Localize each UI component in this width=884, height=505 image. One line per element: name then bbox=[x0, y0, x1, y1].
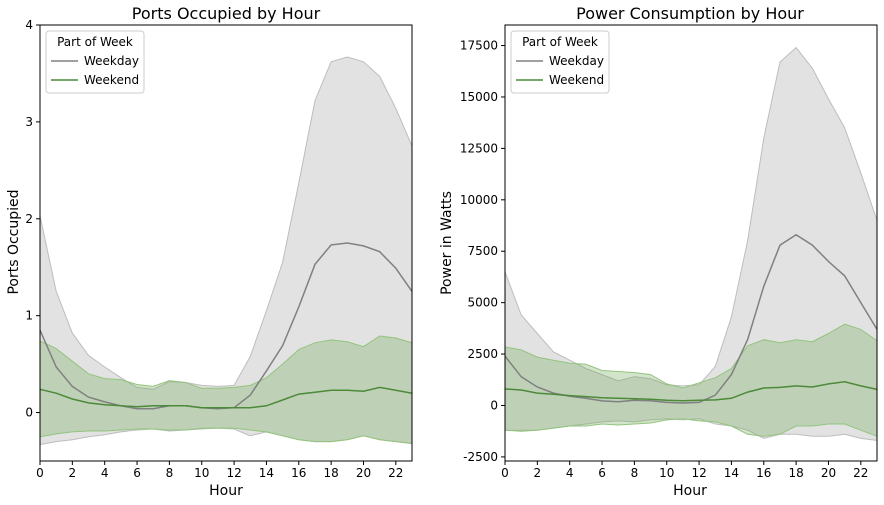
chart-title: Ports Occupied by Hour bbox=[132, 4, 321, 23]
x-tick-label: 22 bbox=[388, 466, 403, 480]
x-tick-label: 18 bbox=[788, 466, 803, 480]
x-tick-label: 8 bbox=[631, 466, 639, 480]
x-axis-label: Hour bbox=[209, 483, 243, 499]
x-tick-label: 10 bbox=[194, 466, 209, 480]
confidence-band-weekend bbox=[39, 335, 413, 445]
x-tick-label: 0 bbox=[501, 466, 509, 480]
y-tick-label: 4 bbox=[25, 18, 33, 32]
y-tick-label: 5000 bbox=[467, 296, 498, 310]
x-tick-label: 16 bbox=[291, 466, 306, 480]
x-tick-label: 8 bbox=[166, 466, 174, 480]
x-tick-label: 18 bbox=[323, 466, 338, 480]
legend: Part of Week Weekday Weekend bbox=[510, 30, 610, 94]
legend-title: Part of Week bbox=[57, 35, 133, 49]
x-tick-label: 10 bbox=[659, 466, 674, 480]
y-tick-label: 2500 bbox=[467, 347, 498, 361]
y-tick-label: 3 bbox=[25, 115, 33, 129]
x-tick-label: 2 bbox=[69, 466, 77, 480]
y-axis-label: Ports Occupied bbox=[6, 189, 22, 294]
legend-entry-weekday: Weekday bbox=[84, 54, 139, 68]
x-tick-label: 6 bbox=[598, 466, 606, 480]
x-tick-label: 20 bbox=[356, 466, 371, 480]
ports-occupied-chart: Ports Occupied by Hour Hour Ports Occupi… bbox=[6, 4, 413, 499]
y-tick-label: 1 bbox=[25, 309, 33, 323]
x-axis-label: Hour bbox=[673, 483, 707, 499]
legend-box bbox=[45, 30, 145, 94]
legend-entry-weekend: Weekend bbox=[549, 73, 604, 87]
x-tick-label: 16 bbox=[756, 466, 771, 480]
x-tick-label: 14 bbox=[724, 466, 739, 480]
series-line-weekend bbox=[504, 381, 878, 402]
x-tick-label: 6 bbox=[133, 466, 141, 480]
plot-frame bbox=[39, 24, 413, 462]
x-tick-label: 22 bbox=[853, 466, 868, 480]
legend-entry-weekday: Weekday bbox=[549, 54, 604, 68]
x-tick-label: 0 bbox=[36, 466, 44, 480]
legend-title: Part of Week bbox=[522, 35, 598, 49]
y-tick-label: 2 bbox=[25, 212, 33, 226]
legend: Part of Week Weekday Weekend bbox=[45, 30, 145, 94]
x-tick-label: 4 bbox=[101, 466, 109, 480]
y-tick-label: 12500 bbox=[460, 141, 498, 155]
y-tick-label: 7500 bbox=[467, 244, 498, 258]
y-tick-label: 10000 bbox=[460, 193, 498, 207]
y-tick-label: 0 bbox=[490, 398, 498, 412]
x-tick-label: 2 bbox=[534, 466, 542, 480]
x-tick-label: 12 bbox=[226, 466, 241, 480]
x-tick-label: 12 bbox=[691, 466, 706, 480]
y-tick-label: 15000 bbox=[460, 90, 498, 104]
legend-entry-weekend: Weekend bbox=[84, 73, 139, 87]
series-line-weekend bbox=[39, 386, 413, 409]
power-consumption-chart: Power Consumption by Hour Hour Power in … bbox=[439, 4, 878, 499]
x-tick-label: 4 bbox=[566, 466, 574, 480]
y-tick-label: 17500 bbox=[460, 39, 498, 53]
x-tick-label: 20 bbox=[821, 466, 836, 480]
y-tick-label: -2500 bbox=[463, 450, 498, 464]
confidence-band-weekend bbox=[504, 323, 878, 438]
chart-title: Power Consumption by Hour bbox=[576, 4, 804, 23]
y-axis-label: Power in Watts bbox=[439, 191, 455, 295]
plot-frame bbox=[504, 24, 878, 462]
legend-box bbox=[510, 30, 610, 94]
x-tick-label: 14 bbox=[259, 466, 274, 480]
y-tick-label: 0 bbox=[25, 406, 33, 420]
